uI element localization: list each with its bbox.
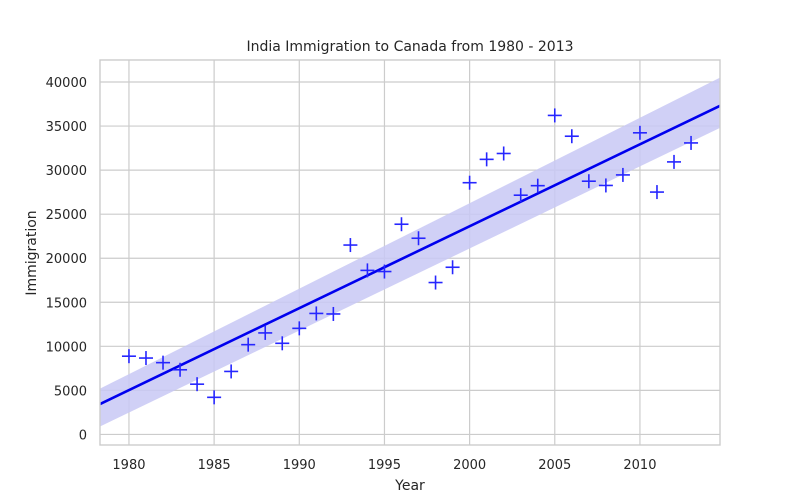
data-point [513, 188, 528, 203]
chart-title: India Immigration to Canada from 1980 - … [246, 39, 573, 55]
x-tick-label: 2010 [623, 458, 656, 473]
data-point [496, 146, 511, 161]
data-point [275, 336, 290, 351]
data-point [241, 337, 256, 352]
data-point [411, 231, 426, 246]
data-point [428, 275, 443, 290]
regression-line-path [99, 104, 721, 406]
data-point [138, 351, 153, 366]
data-point [224, 364, 239, 379]
data-point [309, 306, 324, 321]
y-tick-label: 0 [79, 428, 87, 443]
data-point [547, 108, 562, 123]
x-tick-label: 1995 [368, 458, 401, 473]
x-tick-labels: 1980 1985 1990 1995 2000 2005 2010 [112, 458, 656, 473]
data-point [360, 263, 375, 278]
confidence-band-area [100, 77, 720, 427]
data-point [445, 260, 460, 275]
data-point [684, 135, 699, 150]
data-point [377, 264, 392, 279]
y-tick-label: 5000 [54, 384, 87, 399]
data-point [394, 217, 409, 232]
x-tick-label: 1985 [198, 458, 231, 473]
data-point [121, 349, 136, 364]
data-point [343, 238, 358, 253]
data-point [598, 178, 613, 193]
data-point [615, 167, 630, 182]
data-point [207, 390, 222, 405]
y-tick-label: 35000 [46, 120, 87, 135]
y-tick-label: 25000 [46, 208, 87, 223]
grid [100, 60, 720, 445]
data-point [479, 152, 494, 167]
regression-line [99, 104, 721, 406]
data-point [462, 175, 477, 190]
x-axis-label: Year [394, 478, 425, 494]
y-tick-label: 15000 [46, 296, 87, 311]
data-point [258, 325, 273, 340]
data-point [173, 362, 188, 377]
y-tick-label: 20000 [46, 252, 87, 267]
data-point [564, 129, 579, 144]
y-tick-label: 40000 [46, 76, 87, 91]
data-point [156, 355, 171, 370]
data-point [292, 321, 307, 336]
y-axis-label: Immigration [24, 210, 40, 295]
x-tick-label: 1980 [112, 458, 145, 473]
data-point [649, 185, 664, 200]
x-tick-label: 2005 [538, 458, 571, 473]
y-tick-labels: 0 5000 10000 15000 20000 25000 30000 35000 40000 [46, 76, 87, 443]
plot-frame [99, 59, 721, 446]
data-point [667, 154, 682, 169]
data-point [190, 377, 205, 392]
y-tick-label: 30000 [46, 164, 87, 179]
x-tick-label: 1990 [283, 458, 316, 473]
y-tick-label: 10000 [46, 340, 87, 355]
x-tick-label: 2000 [453, 458, 486, 473]
data-point [326, 306, 341, 321]
data-point [581, 174, 596, 189]
data-point [632, 125, 647, 140]
data-points [121, 108, 699, 405]
data-point [530, 178, 545, 193]
confidence-band [100, 77, 720, 427]
